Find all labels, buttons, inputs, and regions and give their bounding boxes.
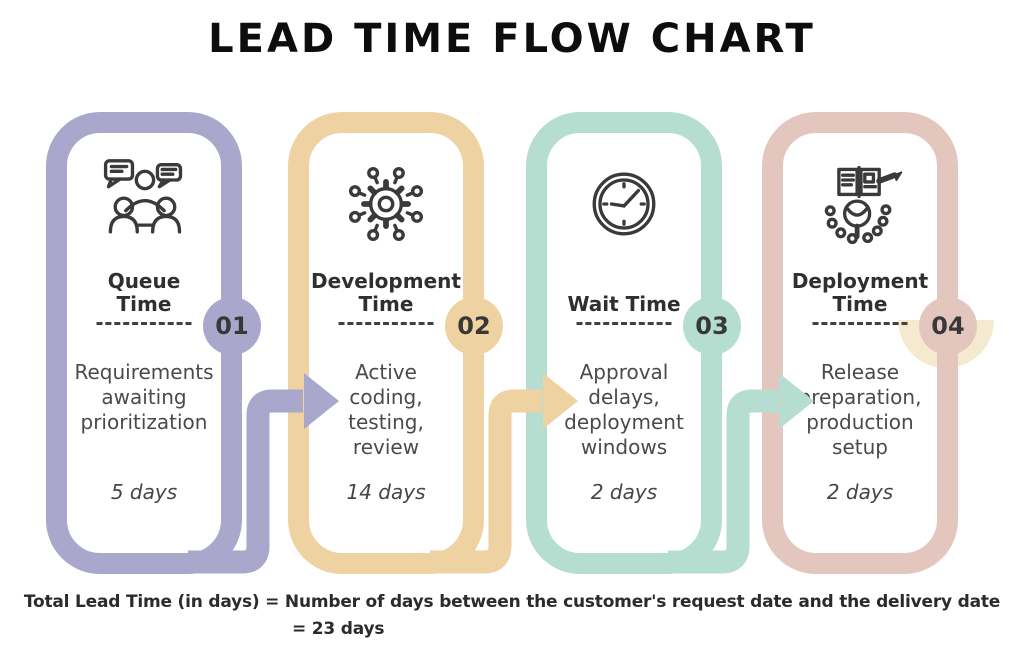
dashed-divider xyxy=(576,322,672,325)
dashed-divider xyxy=(96,322,192,325)
dashed-divider xyxy=(812,322,908,325)
stage-number-badge: 04 xyxy=(919,297,977,355)
summary-line-1: Total Lead Time (in days) = Number of da… xyxy=(23,592,1001,612)
meeting-icon xyxy=(96,156,192,252)
stage-number: 01 xyxy=(215,312,249,340)
stage-duration: 2 days xyxy=(590,480,658,504)
page-title: LEAD TIME FLOW CHART xyxy=(208,16,816,62)
stage-title: Development Time xyxy=(311,269,461,316)
stage-number-badge: 03 xyxy=(683,297,741,355)
stage-title: Wait Time xyxy=(567,292,681,316)
stage-duration: 14 days xyxy=(346,480,426,504)
stage-duration: 5 days xyxy=(110,480,178,504)
stage-title: Deployment Time xyxy=(791,269,929,316)
stage-description: Requirements awaiting prioritization xyxy=(74,360,214,434)
dashed-divider xyxy=(338,322,434,325)
stage-description: Active coding, testing, review xyxy=(348,360,424,459)
stage-duration: 2 days xyxy=(826,480,894,504)
stage-number: 02 xyxy=(457,312,491,340)
stage-title: Queue Time xyxy=(107,269,181,316)
summary-line-2: = 23 days xyxy=(292,619,385,639)
stage-number: 04 xyxy=(931,312,965,340)
stage-description: Release preparation, production setup xyxy=(798,360,922,459)
book-review-icon xyxy=(812,156,908,252)
stage-number: 03 xyxy=(695,312,729,340)
clock-icon xyxy=(576,156,672,252)
stage-number-badge: 01 xyxy=(203,297,261,355)
stage-description: Approval delays, deployment windows xyxy=(564,360,684,459)
stage-number-badge: 02 xyxy=(445,297,503,355)
gear-network-icon xyxy=(338,156,434,252)
